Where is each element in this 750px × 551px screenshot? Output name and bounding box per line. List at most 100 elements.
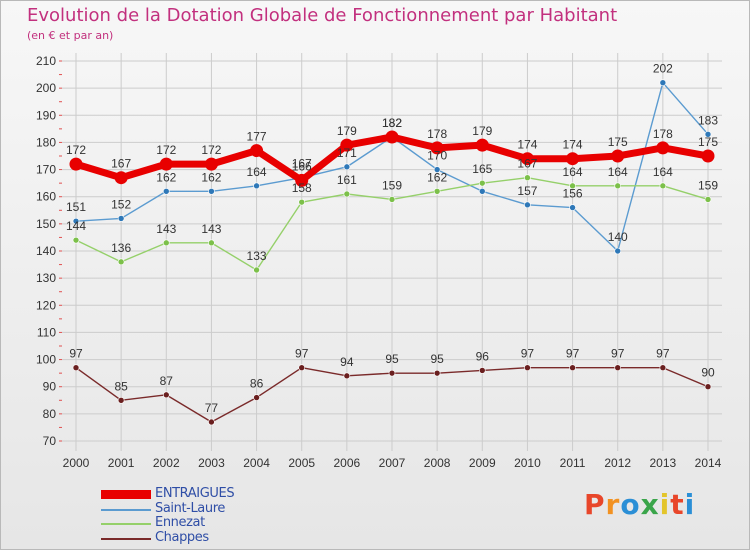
legend-item-ennezat: Ennezat <box>101 515 301 531</box>
x-tick-label: 2000 <box>63 456 90 470</box>
legend-swatch-saint-laure <box>101 508 151 511</box>
data-point-entraigues <box>114 171 128 185</box>
data-point-ennezat <box>343 190 351 198</box>
data-point-ennezat <box>117 258 125 266</box>
data-label-ennezat: 144 <box>66 219 86 233</box>
data-label-saint-laure: 170 <box>427 149 447 163</box>
data-label-ennezat: 164 <box>653 165 673 179</box>
data-label-chappes: 90 <box>701 366 715 380</box>
data-label-entraigues: 179 <box>337 124 357 138</box>
data-label-ennezat: 161 <box>337 173 357 187</box>
data-point-entraigues <box>69 157 83 171</box>
data-label-chappes: 87 <box>160 374 174 388</box>
data-point-entraigues <box>656 141 670 155</box>
x-tick-label: 2008 <box>424 456 451 470</box>
data-label-chappes: 97 <box>69 347 83 361</box>
data-label-entraigues: 177 <box>247 130 267 144</box>
data-label-ennezat: 159 <box>698 178 718 192</box>
y-tick-label: 120 <box>36 298 56 312</box>
data-point-ennezat <box>208 239 215 247</box>
data-label-entraigues: 178 <box>653 127 673 141</box>
data-point-chappes <box>704 383 712 391</box>
x-tick-label: 2011 <box>560 456 586 470</box>
data-label-entraigues: 175 <box>608 135 628 149</box>
logo-letter: i <box>684 488 696 521</box>
data-point-chappes <box>614 364 622 372</box>
data-label-chappes: 77 <box>205 401 219 415</box>
data-label-saint-laure: 202 <box>653 62 673 76</box>
y-tick-label: 170 <box>36 163 56 177</box>
data-point-entraigues <box>701 149 715 163</box>
logo-letter: P <box>584 488 606 521</box>
logo-letter: o <box>620 488 641 521</box>
data-label-entraigues: 178 <box>427 127 447 141</box>
data-label-ennezat: 164 <box>563 165 583 179</box>
data-label-chappes: 97 <box>295 347 309 361</box>
data-label-ennezat: 167 <box>517 157 537 171</box>
data-point-saint-laure <box>704 130 712 138</box>
data-point-saint-laure <box>569 204 576 211</box>
y-tick-label: 200 <box>36 81 56 95</box>
data-label-entraigues: 172 <box>66 143 86 157</box>
data-label-entraigues: 174 <box>563 138 583 152</box>
data-point-chappes <box>524 364 531 372</box>
y-tick-label: 130 <box>36 271 56 285</box>
data-point-saint-laure <box>614 247 622 255</box>
data-point-entraigues <box>430 141 444 155</box>
data-label-chappes: 95 <box>385 352 399 366</box>
data-label-ennezat: 164 <box>608 165 628 179</box>
data-point-chappes <box>162 391 170 399</box>
data-point-ennezat <box>433 187 441 195</box>
data-label-ennezat: 143 <box>201 222 221 236</box>
data-label-entraigues: 179 <box>472 124 492 138</box>
x-tick-label: 2014 <box>695 456 722 470</box>
data-label-ennezat: 159 <box>382 178 402 192</box>
y-tick-label: 80 <box>43 407 57 421</box>
y-tick-label: 150 <box>36 217 56 231</box>
data-label-chappes: 94 <box>340 355 354 369</box>
data-label-entraigues: 172 <box>156 143 176 157</box>
x-tick-label: 2002 <box>153 456 180 470</box>
data-point-entraigues <box>566 152 580 166</box>
x-tick-label: 2006 <box>334 456 361 470</box>
data-label-entraigues: 167 <box>111 157 131 171</box>
data-point-saint-laure <box>343 163 351 171</box>
data-label-entraigues: 172 <box>201 143 221 157</box>
legend-label-entraigues: ENTRAIGUES <box>155 486 235 501</box>
data-point-ennezat <box>298 198 306 206</box>
x-tick-label: 2009 <box>469 456 496 470</box>
data-point-chappes <box>298 364 306 372</box>
data-label-saint-laure: 182 <box>382 116 402 130</box>
data-point-ennezat <box>162 239 170 247</box>
legend-item-chappes: Chappes <box>101 529 301 546</box>
data-point-ennezat <box>524 174 531 182</box>
y-tick-label: 180 <box>36 135 56 149</box>
data-point-saint-laure <box>659 79 667 87</box>
logo-letter: i <box>659 488 671 521</box>
chart-subtitle: (en € et par an) <box>27 29 114 42</box>
y-tick-label: 110 <box>37 325 56 339</box>
y-tick-label: 90 <box>43 380 57 394</box>
data-label-saint-laure: 171 <box>337 146 357 160</box>
legend-label-chappes: Chappes <box>155 529 209 545</box>
x-tick-label: 2005 <box>288 456 315 470</box>
legend-item-saint-laure: Saint-Laure <box>101 501 301 517</box>
x-tick-label: 2003 <box>198 456 225 470</box>
data-label-saint-laure: 164 <box>247 165 267 179</box>
data-point-ennezat <box>388 196 396 203</box>
data-point-ennezat <box>72 236 80 244</box>
data-label-saint-laure: 162 <box>201 170 221 184</box>
data-point-saint-laure <box>72 217 80 225</box>
x-tick-label: 2013 <box>650 456 677 470</box>
data-point-saint-laure <box>433 166 441 173</box>
data-label-ennezat: 136 <box>111 241 131 255</box>
data-point-entraigues <box>204 157 218 171</box>
data-point-ennezat <box>253 266 260 274</box>
data-point-entraigues <box>385 130 399 144</box>
legend-swatch-chappes <box>101 537 151 540</box>
data-point-entraigues <box>159 157 173 171</box>
data-point-entraigues <box>475 138 489 152</box>
data-point-chappes <box>388 369 396 377</box>
legend-swatch-entraigues <box>101 490 151 499</box>
